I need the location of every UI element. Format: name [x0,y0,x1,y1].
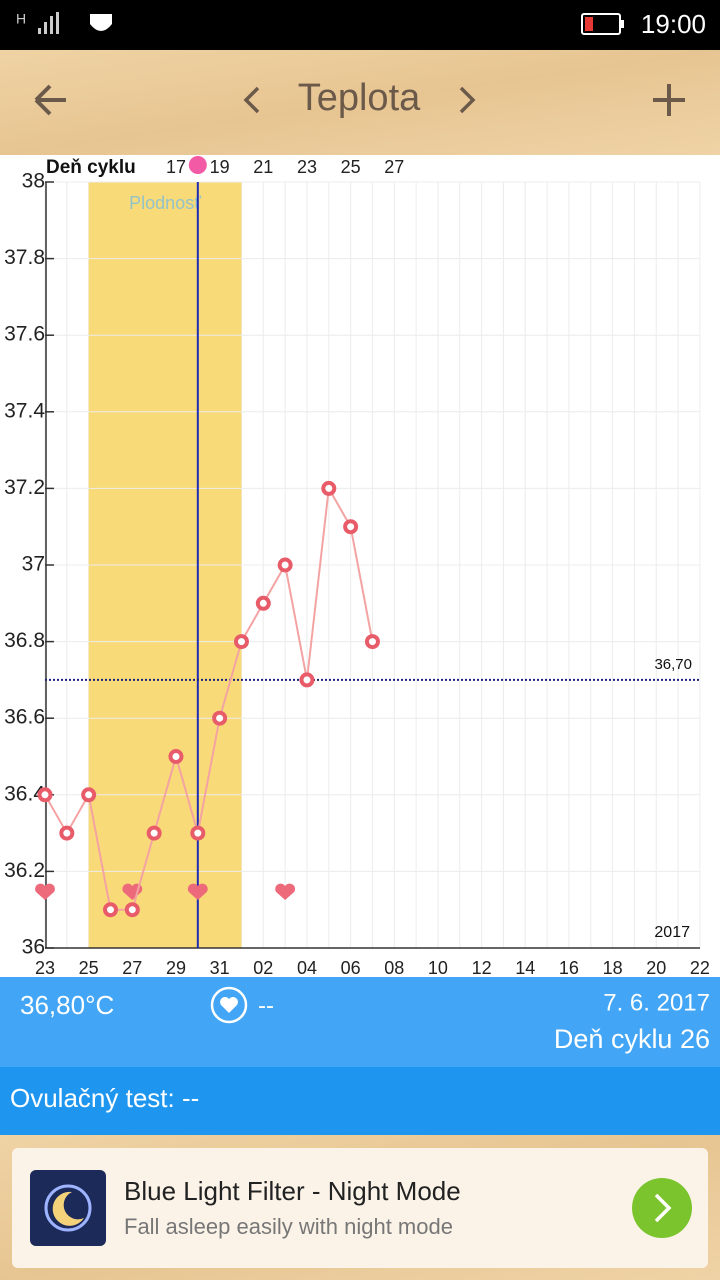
x-tick-label: 25 [79,958,99,978]
ad-open-button[interactable] [632,1178,692,1238]
fertile-label: Plodnosť [129,193,201,213]
x-tick-label: 04 [297,958,317,978]
x-tick-label: 27 [122,958,142,978]
intercourse-heart [187,883,208,900]
shield-icon [90,14,112,31]
back-button[interactable] [34,84,66,116]
cycle-day-label: 21 [253,157,273,177]
ad-title: Blue Light Filter - Night Mode [124,1176,461,1206]
prev-button[interactable] [243,86,260,114]
app-bar [0,50,720,155]
x-tick-label: 10 [428,958,448,978]
temperature-point [124,902,140,918]
temperature-point [277,557,293,573]
ad-icon [30,1170,106,1246]
x-tick-label: 23 [35,958,55,978]
y-tick-label: 36.8 [4,629,45,652]
x-tick-label: 22 [690,958,710,978]
cycle-axis-label: Deň cyklu [46,157,136,178]
temperature-point [190,825,206,841]
intercourse-icon[interactable] [210,986,248,1024]
screen-title: Teplota [298,77,421,119]
cycle-day-label: 27 [384,157,404,177]
y-tick-label: 36.6 [4,706,45,729]
x-tick-label: 20 [646,958,666,978]
ovulation-marker [188,156,207,174]
y-tick-label: 37.6 [4,323,45,346]
x-tick-label: 18 [603,958,623,978]
ad-card[interactable] [12,1148,708,1268]
temperature-point [299,672,315,688]
coverline-label: 36,70 [654,656,692,673]
y-tick-label: 38 [22,170,45,193]
ad-icon-moon [52,1191,84,1226]
summary-panel [0,977,720,1067]
temperature-point [321,480,337,496]
network-type: H [16,11,26,27]
temperature-point [212,710,228,726]
battery-level [585,17,593,31]
temperature-point [102,902,118,918]
ad-icon-ring [44,1184,92,1232]
cycle-day-label: 17 [166,157,186,177]
x-tick-label: 12 [472,958,492,978]
ad-arrow [654,1193,672,1223]
cycle-day: Deň cyklu 26 [554,1024,710,1054]
y-tick-label: 36.4 [4,782,45,805]
date: 7. 6. 2017 [603,989,710,1016]
y-tick-label: 37 [22,553,45,576]
cycle-day-label: 19 [210,157,230,177]
ad-subtitle: Fall asleep easily with night mode [124,1214,453,1239]
clock: 19:00 [641,9,706,39]
temperature: 36,80°C [20,990,114,1020]
signal-icon [38,12,59,34]
battery-tip [620,20,624,28]
temperature-point [343,519,359,535]
y-tick-label: 37.8 [4,246,45,269]
temperature-line [44,485,374,911]
temperature-point [168,749,184,764]
intercourse-heart [275,883,296,900]
ovulation-test-panel[interactable] [0,1067,720,1135]
x-tick-label: 29 [166,958,186,978]
status-bar [0,0,720,50]
add-button[interactable] [653,84,685,116]
intercourse-heart [35,883,55,900]
temperature-point [233,634,249,650]
intercourse-heart [122,883,143,900]
chart: Plodnosť 36 36.2 36.4 36.6 36.8 37 37.2 37.4 37.6… [4,156,710,978]
ovulation-test: Ovulačný test: -- [10,1083,199,1113]
y-tick-label: 36.2 [4,859,45,882]
x-tick-label: 16 [559,958,579,978]
y-tick-label: 37.4 [4,399,45,422]
temperature-point [146,825,162,841]
x-tick-label: 14 [515,958,535,978]
temperature-point [255,595,271,611]
temperature-point [59,825,75,841]
y-tick-label: 37.2 [4,476,45,499]
x-tick-label: 08 [384,958,404,978]
cycle-day-label: 25 [341,157,361,177]
x-tick-label: 31 [210,958,230,978]
temperature-point [81,787,97,803]
intercourse-value: -- [258,992,274,1019]
x-tick-label: 06 [341,958,361,978]
x-tick-label: 02 [253,958,273,978]
temperature-point [37,787,53,803]
cycle-day-label: 23 [297,157,317,177]
heart-icon [220,997,238,1013]
next-button[interactable] [459,86,476,114]
y-tick-label: 36 [22,936,45,959]
temperature-point [364,634,380,650]
year-label: 2017 [654,924,690,941]
